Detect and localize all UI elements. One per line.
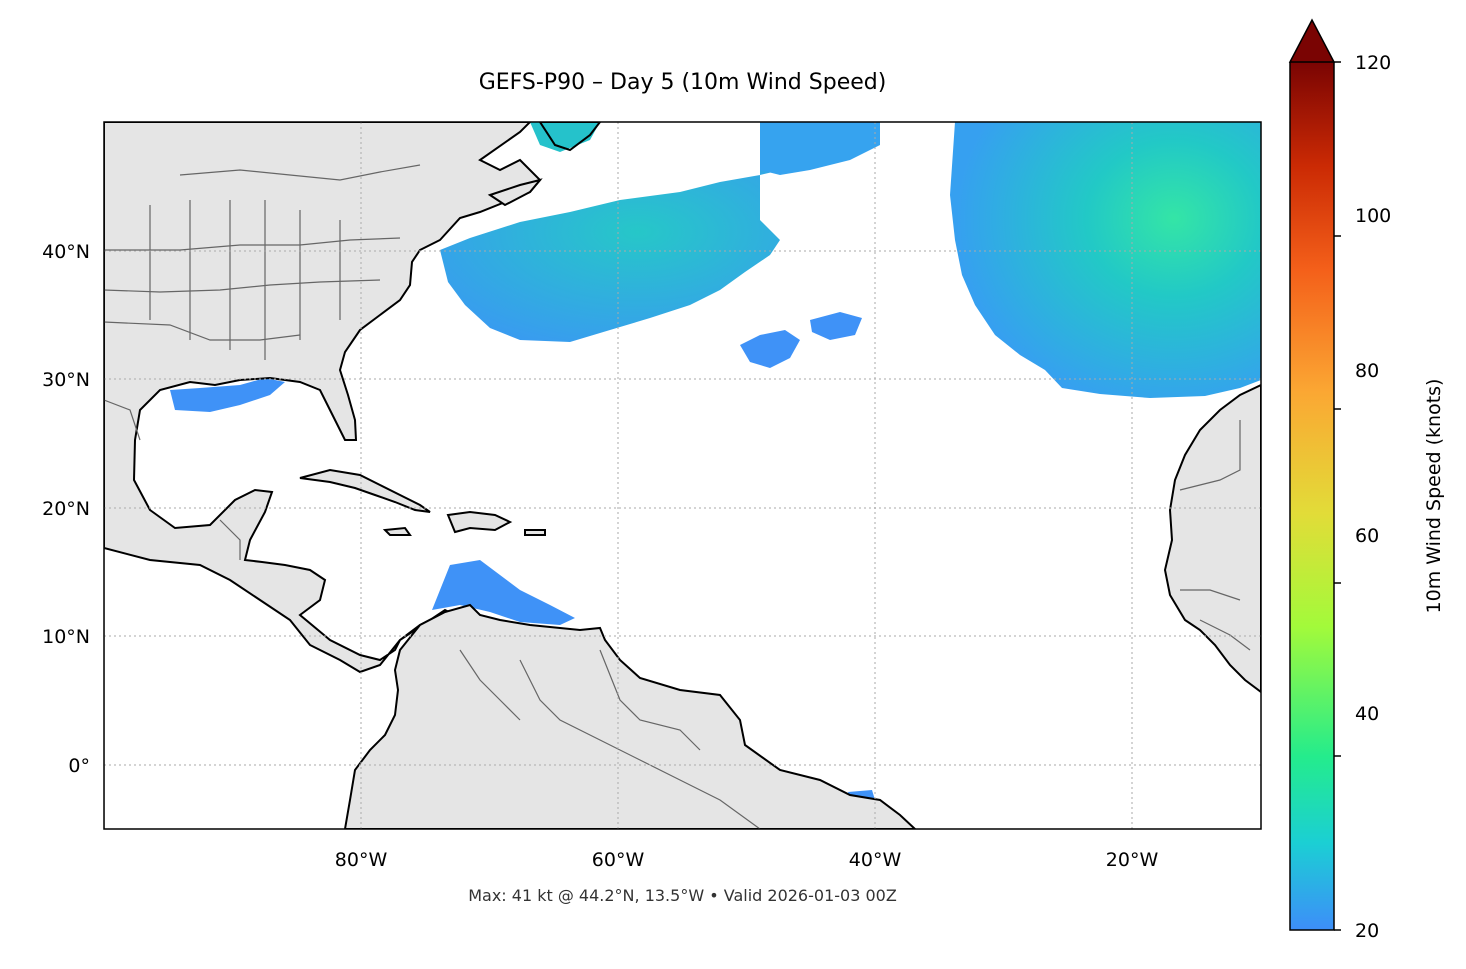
lat-tick-labels: 40°N 30°N 20°N 10°N 0° [42,241,90,777]
map-frame [103,121,1262,830]
colorbar-gradient [1290,62,1334,930]
south-america [343,603,917,829]
wind-region-nw-atlantic-north [530,122,600,152]
lat-tick-label: 0° [68,755,90,777]
hispaniola [446,510,513,534]
wind-region-nw-atlantic [440,122,880,342]
jamaica [382,526,412,536]
africa [1163,383,1261,694]
colorbar-extend-arrow [1288,18,1336,63]
wind-region-gulf-of-mexico [170,378,285,412]
newfoundland [538,122,602,152]
colorbar-tick-label: 20 [1355,920,1379,942]
colorbar-tick-label: 60 [1355,525,1379,547]
lat-tick-label: 20°N [42,498,90,520]
colorbar: 20 40 60 80 100 120 10m Wind Speed (knot… [1288,18,1445,942]
puerto-rico [524,529,546,536]
lon-tick-label: 60°W [592,849,645,871]
colorbar-title: 10m Wind Speed (knots) [1423,379,1445,614]
wind-region-scattered [740,330,800,368]
wind-region-nw-atlantic-east [760,122,880,175]
lon-tick-label: 40°W [849,849,902,871]
wind-region-scattered-2 [810,312,862,340]
colorbar-tick-label: 120 [1355,52,1391,74]
wind-region-caribbean [432,560,575,625]
wind-region-ne-atlantic [950,122,1261,398]
colorbar-tick-label: 40 [1355,703,1379,725]
lat-tick-label: 10°N [42,626,90,648]
lon-tick-labels: 80°W 60°W 40°W 20°W [335,849,1159,871]
map-title: GEFS-P90 – Day 5 (10m Wind Speed) [478,70,887,95]
lat-tick-label: 40°N [42,241,90,263]
land [104,122,1261,829]
max-wind-footnote: Max: 41 kt @ 44.2°N, 13.5°W • Valid 2026… [468,886,897,905]
colorbar-frame [1289,62,1335,931]
map-area [104,122,1261,829]
nova-scotia [487,178,543,207]
borders [104,122,1251,829]
wind-shading [170,122,1261,800]
colorbar-tick-label: 100 [1355,205,1391,227]
cuba [299,468,431,513]
lat-tick-label: 30°N [42,369,90,391]
lon-tick-label: 20°W [1106,849,1159,871]
lon-tick-label: 80°W [335,849,388,871]
colorbar-tick-label: 80 [1355,360,1379,382]
